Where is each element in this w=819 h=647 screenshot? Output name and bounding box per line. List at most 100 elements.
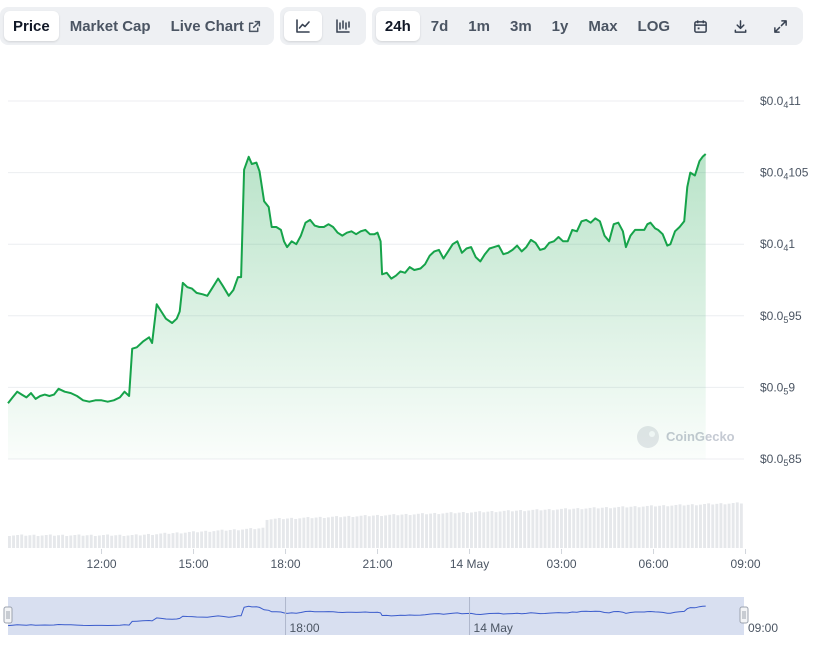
line-chart-button[interactable] xyxy=(283,11,322,41)
x-tick-label: 06:00 xyxy=(639,557,669,571)
volume-bar xyxy=(220,529,224,548)
volume-bar xyxy=(396,515,400,548)
volume-bar xyxy=(110,535,114,548)
volume-bar xyxy=(310,518,314,548)
range-button-1m[interactable]: 1m xyxy=(468,17,490,35)
candlestick-chart-button[interactable] xyxy=(324,11,362,41)
volume-bar xyxy=(286,518,289,548)
volume-bar xyxy=(335,516,338,548)
navigator-right-handle[interactable] xyxy=(739,606,749,624)
range-button-3m[interactable]: 3m xyxy=(509,17,532,35)
volume-bar xyxy=(183,532,187,548)
volume-bar xyxy=(343,516,347,548)
range-button-max[interactable]: Max xyxy=(588,17,618,35)
volume-bar xyxy=(65,536,69,548)
volume-bar xyxy=(265,519,269,548)
volume-bar xyxy=(40,535,44,548)
navigator-tick-label: 18:00 xyxy=(290,621,320,635)
metric-tab-group: Price Market Cap Live Chart xyxy=(0,7,274,45)
range-navigator[interactable]: 18:00 14 May 09:00 xyxy=(3,597,778,635)
volume-bar xyxy=(429,513,433,548)
volume-bar xyxy=(572,508,576,548)
volume-bar xyxy=(580,509,584,548)
y-tick-label: $0.059 xyxy=(760,380,795,396)
calendar-button[interactable] xyxy=(681,11,719,41)
download-button[interactable] xyxy=(721,11,759,41)
volume-bar xyxy=(216,530,220,548)
volume-bar xyxy=(257,528,261,548)
range-button-1y[interactable]: 1y xyxy=(551,17,569,35)
x-tick-label: 21:00 xyxy=(363,557,393,571)
volume-bar xyxy=(236,530,240,548)
range-button-7d[interactable]: 7d xyxy=(430,17,449,35)
volume-bar xyxy=(44,535,48,548)
volume-bar xyxy=(339,517,343,548)
volume-bar xyxy=(539,510,543,548)
metric-tab-live-chart[interactable]: Live Chart xyxy=(162,11,270,41)
volume-bar xyxy=(159,533,163,548)
volume-bar xyxy=(506,510,510,548)
volume-bar xyxy=(690,504,694,548)
volume-bar xyxy=(486,511,490,548)
volume-bar xyxy=(163,532,167,548)
metric-tab-market-cap[interactable]: Market Cap xyxy=(61,11,160,41)
volume-bar xyxy=(584,508,588,548)
volume-bar xyxy=(625,507,629,548)
volume-bar xyxy=(478,511,482,548)
volume-bar xyxy=(16,535,20,548)
external-link-icon xyxy=(248,20,261,32)
volume-bar xyxy=(654,506,657,548)
volume-bar xyxy=(568,509,572,548)
volume-bar xyxy=(126,535,130,548)
volume-bar xyxy=(482,512,486,548)
fullscreen-button[interactable] xyxy=(761,11,799,41)
volume-bar xyxy=(576,508,580,548)
volume-bar xyxy=(277,518,281,548)
volume-bar xyxy=(187,531,191,548)
volume-bar xyxy=(102,535,105,548)
range-button-24h[interactable]: 24h xyxy=(375,11,420,41)
navigator-left-handle[interactable] xyxy=(3,606,13,624)
volume-bar xyxy=(171,533,175,548)
volume-bar xyxy=(600,507,604,548)
volume-bar xyxy=(621,506,625,548)
volume-bar xyxy=(453,513,457,548)
volume-bar xyxy=(416,513,420,548)
volume-bar xyxy=(81,535,85,548)
volume-bar xyxy=(245,528,249,548)
volume-bar xyxy=(314,517,318,548)
x-tick-label: 03:00 xyxy=(547,557,577,571)
volume-bar xyxy=(130,535,134,548)
volume-bar xyxy=(294,518,298,548)
chart-toolbar: Price Market Cap Live Chart 24h 7d 1m 3m 1y Max… xyxy=(0,7,804,45)
range-button-log[interactable]: LOG xyxy=(637,17,671,35)
navigator-left-handle-grip xyxy=(6,611,10,619)
volume-bar xyxy=(118,534,122,548)
volume-bar xyxy=(32,534,36,548)
volume-bar xyxy=(384,515,388,548)
volume-bar xyxy=(167,533,171,548)
line-chart-icon xyxy=(296,19,310,33)
volume-bar xyxy=(175,532,179,548)
metric-tab-price[interactable]: Price xyxy=(4,11,59,41)
volume-bar xyxy=(707,503,711,548)
volume-bar xyxy=(114,535,118,548)
metric-tab-label: Live Chart xyxy=(170,17,244,35)
volume-bar xyxy=(457,512,461,548)
volume-bar xyxy=(367,516,371,548)
volume-bar xyxy=(24,535,28,548)
volume-bar xyxy=(400,514,404,548)
candlestick-chart-icon xyxy=(336,19,350,33)
volume-bar xyxy=(249,528,253,548)
chart-type-group xyxy=(279,7,366,45)
volume-bar xyxy=(629,506,633,548)
volume-bar xyxy=(437,514,441,548)
volume-bar xyxy=(474,511,478,548)
x-tick-label: 14 May xyxy=(450,557,489,571)
volume-bar xyxy=(200,531,204,548)
volume-bar xyxy=(52,535,56,548)
volume-bar xyxy=(502,510,506,548)
y-tick-label: $0.0585 xyxy=(760,452,802,468)
volume-bar xyxy=(122,536,126,548)
